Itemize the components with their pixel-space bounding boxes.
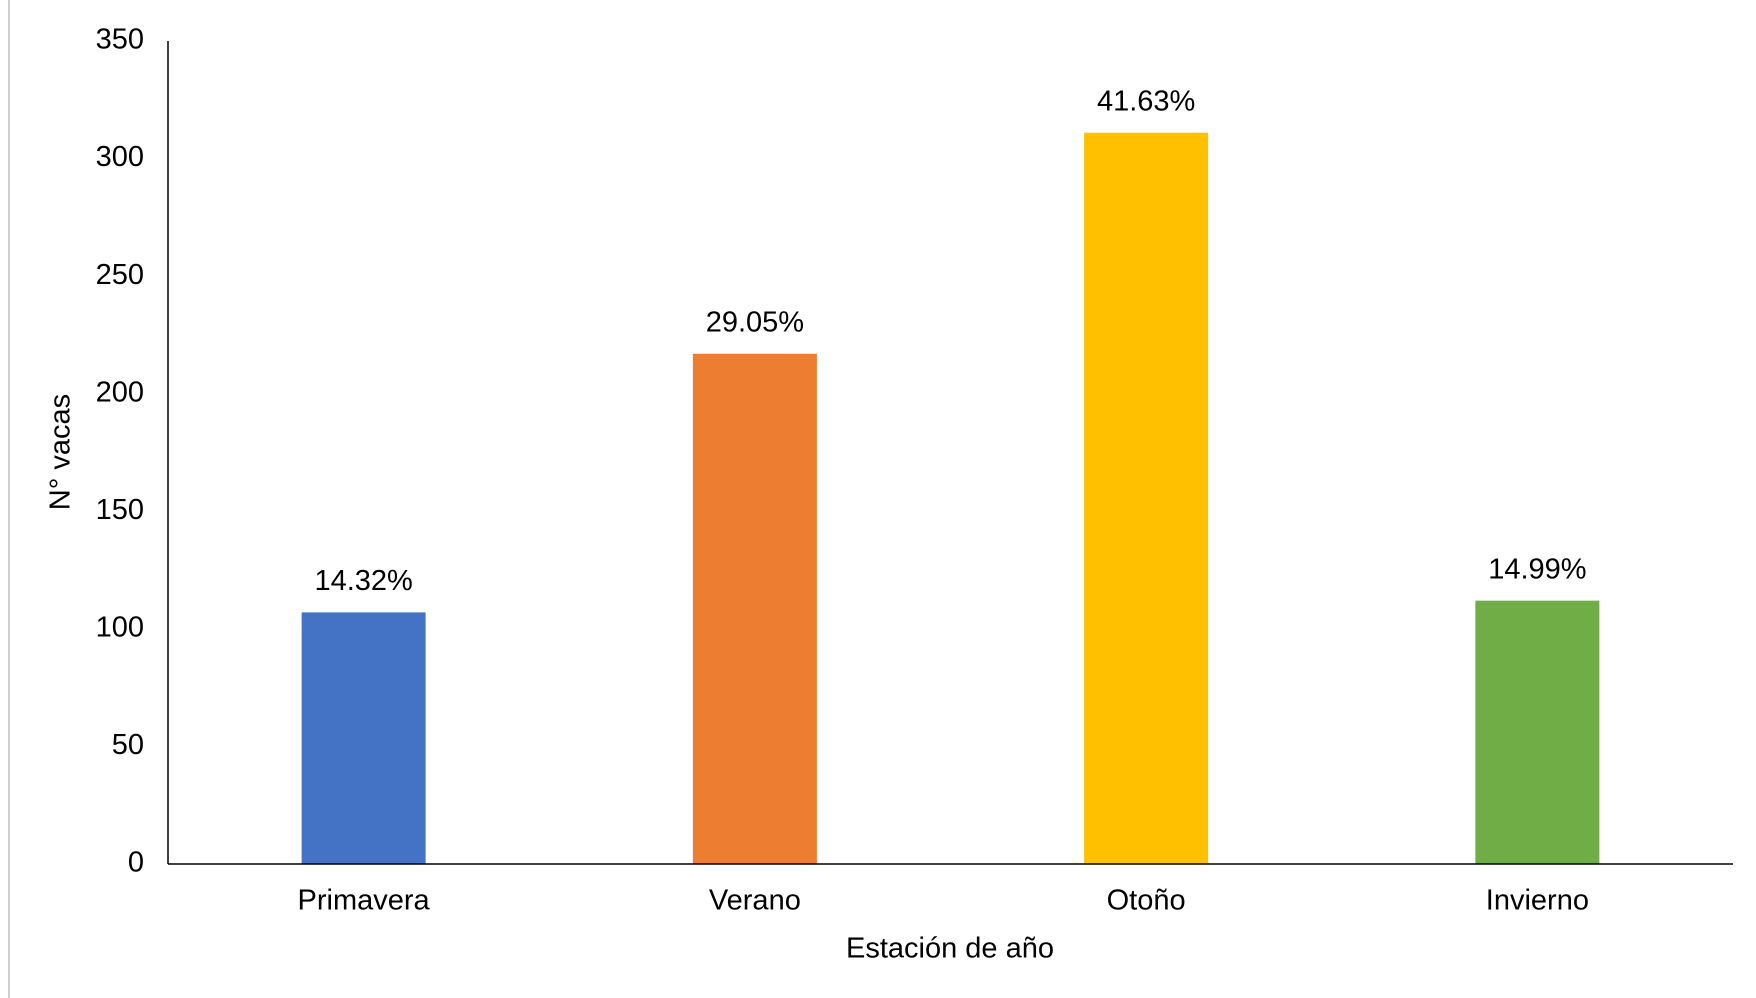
y-tick-label: 0 [128,847,144,879]
bar [1084,132,1209,865]
y-tick-label: 300 [96,141,144,173]
y-tick-label: 350 [96,24,144,56]
x-axis-label: Estación de año [846,933,1054,965]
y-tick-label: 100 [96,612,144,644]
y-tick-label: 50 [112,729,144,761]
x-tick-label: Primavera [298,885,431,917]
data-label: 14.99% [1488,553,1586,585]
bar [1475,600,1600,864]
y-tick-label: 200 [96,376,144,408]
data-label: 41.63% [1097,85,1195,117]
data-label: 14.32% [314,565,412,597]
bar [301,612,426,864]
x-tick-label: Verano [709,885,801,917]
y-axis-label: N° vacas [45,394,77,510]
y-tick-label: 150 [96,494,144,526]
x-tick-label: Invierno [1486,885,1589,917]
y-tick-label: 250 [96,259,144,291]
bar [692,353,817,864]
data-label: 29.05% [706,306,804,338]
x-tick-label: Otoño [1107,885,1186,917]
